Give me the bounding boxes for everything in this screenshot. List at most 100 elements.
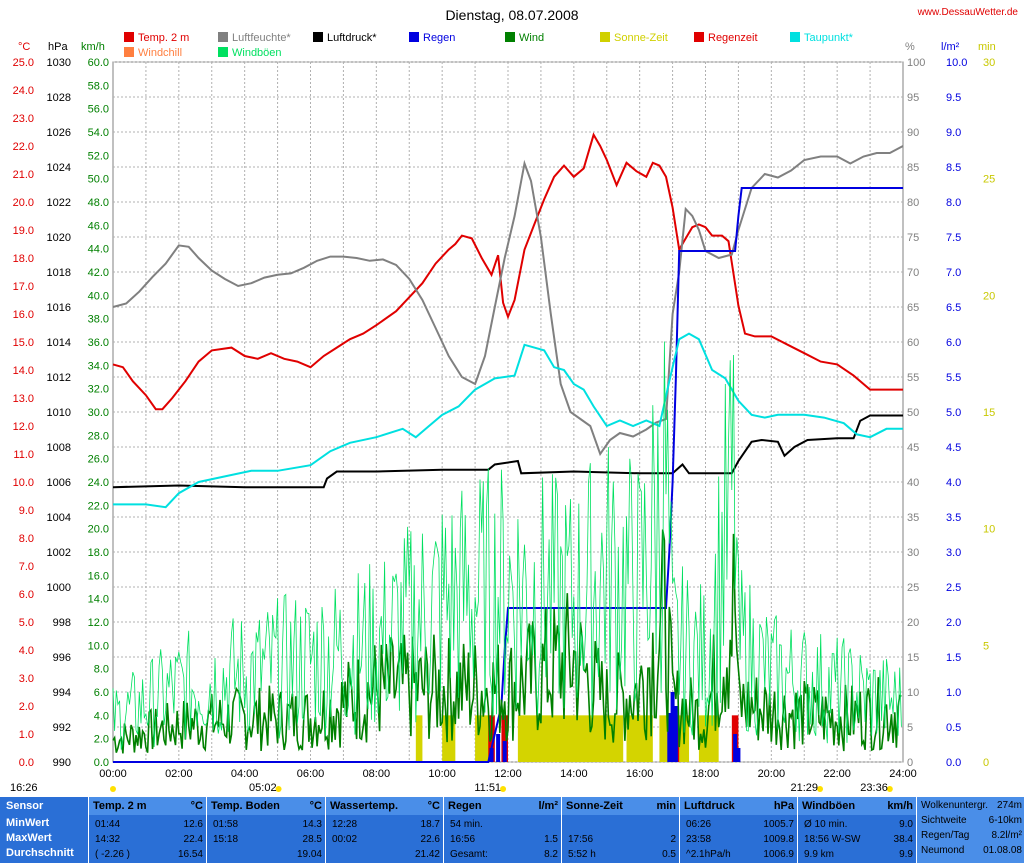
extra-value: 01.08.08 [983, 845, 1022, 856]
stats-section-unit: °C [309, 800, 322, 812]
humidity-tick-label: 90 [907, 127, 919, 139]
stats-row-label: Sensor [6, 800, 44, 812]
wind-tick-label: 56.0 [88, 104, 109, 116]
series-lines [112, 132, 904, 763]
rain-tick-label: 3.5 [946, 512, 961, 524]
stats-section-header [680, 797, 798, 815]
sun-event-icon [886, 786, 893, 792]
statistics-table: Sensor MinWert MaxWert Durchschnitt Temp. 2 … [0, 797, 1024, 863]
rain-tick-label: 5.0 [946, 407, 961, 419]
wind-tick-label: 10.0 [88, 640, 109, 652]
pressure-tick-label: 998 [53, 617, 71, 629]
rain-tick-label: 6.0 [946, 337, 961, 349]
series-line [113, 332, 903, 509]
wind-tick-label: 20.0 [88, 524, 109, 536]
pressure-tick-label: 994 [53, 687, 71, 699]
pressure-tick-label: 1018 [47, 267, 71, 279]
humidity-tick-label: 10 [907, 687, 919, 699]
sun-event-time: 05:02 [249, 782, 277, 794]
stats-time: 18:56 W-SW [804, 834, 861, 845]
pressure-tick-label: 1022 [47, 197, 71, 209]
extra-label: Regen/Tag [921, 830, 970, 841]
legend-swatch [694, 32, 704, 42]
stats-time: 01:44 [95, 819, 121, 830]
pressure-tick-label: 1028 [47, 92, 71, 104]
chart-grid [112, 61, 904, 763]
wind-tick-label: 52.0 [88, 150, 109, 162]
x-tick-label: 22:00 [823, 768, 851, 780]
stats-time: 15:18 [213, 834, 239, 845]
stats-section-unit: l/m² [538, 800, 558, 812]
stats-section-title: Sonne-Zeit [566, 800, 623, 812]
stats-section-header [207, 797, 326, 815]
rain-rate-bar [496, 734, 501, 762]
legend-swatch [505, 32, 515, 42]
pressure-tick-label: 1010 [47, 407, 71, 419]
temp-tick-label: 15.0 [13, 337, 34, 349]
humidity-tick-label: 35 [907, 512, 919, 524]
sun-block [415, 715, 423, 762]
stats-value: 28.5 [302, 834, 322, 845]
sun-event-time: 11:51 [474, 782, 501, 794]
extra-label: Wolkenuntergr. [921, 800, 989, 811]
legend-label: Regen [423, 32, 455, 44]
temp-tick-label: 24.0 [13, 85, 34, 97]
sun-event-icon [817, 786, 824, 792]
legend: Temp. 2 m Windchill Luftfeuchte* Windböen Lu… [124, 32, 854, 59]
stats-time: ^2.1hPa/h [686, 849, 731, 860]
sun-tick-label: 0 [983, 757, 989, 769]
wind-tick-label: 54.0 [88, 127, 109, 139]
rain-rate-bar [502, 741, 507, 762]
stats-row-label: Durchschnitt [6, 847, 74, 859]
wind-tick-label: 38.0 [88, 314, 109, 326]
wind-tick-label: 0.0 [94, 757, 109, 769]
temp-tick-label: 9.0 [19, 505, 34, 517]
temp-tick-label: 6.0 [19, 589, 34, 601]
temp-tick-label: 10.0 [13, 477, 34, 489]
stats-section: Windböen km/h Ø 10 min. 9.0 18:56 W-SW 38.4 9.… [797, 797, 917, 863]
pressure-tick-label: 1008 [47, 442, 71, 454]
temp-tick-label: 5.0 [19, 617, 34, 629]
stats-time: 54 min. [450, 819, 483, 830]
series-line [112, 341, 902, 750]
stats-section-unit: hPa [773, 800, 794, 812]
stats-section-header [798, 797, 917, 815]
stats-value: 14.3 [302, 819, 322, 830]
rain-tick-label: 8.5 [946, 162, 961, 174]
sun-event-icon [500, 786, 507, 792]
stats-section-unit: km/h [887, 800, 913, 812]
wind-tick-label: 18.0 [88, 547, 109, 559]
wind-tick-label: 12.0 [88, 617, 109, 629]
sun-tick-label: 20 [983, 290, 995, 302]
humidity-tick-label: 5 [907, 722, 913, 734]
stats-time: Gesamt: [450, 849, 488, 860]
rain-tick-label: 2.5 [946, 582, 961, 594]
sun-block [517, 715, 624, 762]
rain-tick-label: 9.0 [946, 127, 961, 139]
rain-rate-bar [489, 748, 494, 762]
humidity-tick-label: 75 [907, 232, 919, 244]
legend-label: Temp. 2 m [138, 32, 189, 44]
stats-value: 16.54 [177, 849, 203, 860]
legend-label: Wind [519, 32, 544, 44]
extra-value: 274m [996, 800, 1022, 811]
wind-tick-label: 34.0 [88, 360, 109, 372]
stats-section-unit: °C [427, 800, 440, 812]
temp-tick-label: 22.0 [13, 141, 34, 153]
extra-label: Neumond [921, 845, 965, 856]
wind-axis-unit: km/h [81, 41, 105, 53]
x-tick-label: 14:00 [560, 768, 588, 780]
stats-extra: Wolkenuntergr. 274m Sichtweite 6-10km Regen/… [916, 797, 1024, 863]
pressure-tick-label: 1004 [47, 512, 71, 524]
stats-value: 18.7 [420, 819, 440, 830]
legend-swatch [218, 47, 228, 57]
humidity-tick-label: 60 [907, 337, 919, 349]
temp-axis-unit: °C [18, 41, 30, 53]
x-tick-label: 16:00 [626, 768, 654, 780]
sun-tick-label: 25 [983, 174, 995, 186]
humidity-tick-label: 55 [907, 372, 919, 384]
site-link[interactable]: www.DessauWetter.de [917, 7, 1019, 18]
humidity-tick-label: 85 [907, 162, 919, 174]
temp-tick-label: 19.0 [13, 225, 34, 237]
